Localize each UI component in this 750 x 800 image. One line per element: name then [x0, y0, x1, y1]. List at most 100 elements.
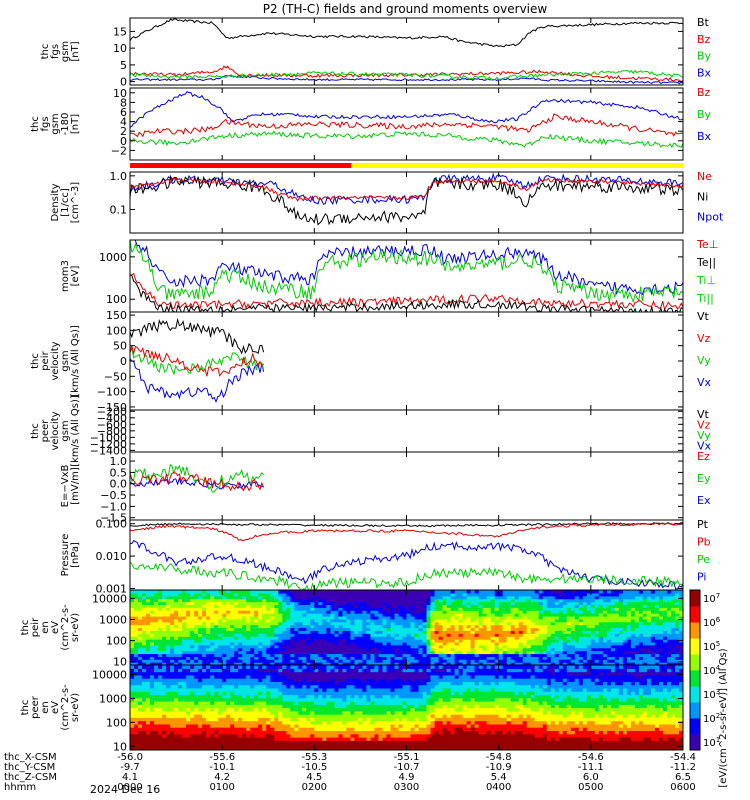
spectrogram-cell	[146, 681, 151, 686]
spectrogram-cell	[174, 746, 179, 750]
spectrogram-cell	[314, 616, 319, 620]
spectrogram-cell	[566, 656, 572, 660]
y-axis-label-line: [nPa]	[70, 542, 81, 568]
spectrogram-cell	[614, 595, 620, 600]
spectrogram-cell	[238, 607, 243, 611]
spectrogram-cell	[270, 687, 275, 692]
spectrogram-cell	[266, 668, 271, 673]
spectrogram-cell	[162, 595, 167, 600]
spectrogram-cell	[278, 598, 283, 603]
series-line-Ez	[130, 472, 265, 492]
spectrogram-cell	[254, 618, 259, 623]
spectrogram-cell	[514, 659, 520, 663]
spectrogram-cell	[570, 659, 576, 663]
spectrogram-cell	[174, 627, 179, 631]
spectrogram-cell	[186, 641, 191, 646]
spectrogram-cell	[298, 616, 303, 620]
spectrogram-cell	[578, 595, 584, 600]
spectrogram-cell	[334, 641, 339, 646]
spectrogram-cell	[238, 641, 243, 646]
spectrogram-cell	[222, 656, 227, 660]
spectrogram-cell	[350, 624, 355, 629]
spectrogram-cell	[510, 647, 516, 652]
spectrogram-cell	[146, 621, 151, 626]
spectrogram-cell	[414, 607, 420, 611]
spectrogram-cell	[378, 630, 383, 634]
spectrogram-cell	[198, 743, 203, 748]
spectrogram-cell	[142, 598, 147, 603]
spectrogram-cell	[386, 590, 392, 594]
spectrogram-cell	[506, 633, 512, 637]
spectrogram-cell	[342, 653, 347, 657]
spectrogram-cell	[558, 598, 564, 603]
spectrogram-cell	[178, 644, 183, 649]
spectrogram-cell	[182, 681, 187, 686]
spectrogram-cell	[478, 590, 484, 594]
spectrogram-cell	[242, 659, 247, 663]
spectrogram-cell	[594, 592, 600, 597]
spectrogram-cell	[514, 621, 520, 626]
spectrogram-cell	[210, 616, 215, 620]
spectrogram-cell	[170, 604, 175, 608]
spectrogram-cell	[162, 665, 167, 669]
spectrogram-cell	[542, 604, 548, 608]
spectrogram-cell	[562, 613, 568, 617]
spectrogram-cell	[310, 621, 315, 626]
spectrogram-cell	[174, 592, 179, 597]
spectrogram-cell	[502, 624, 508, 629]
spectrogram-cell	[490, 624, 496, 629]
spectrogram-cell	[354, 613, 359, 617]
spectrogram-cell	[226, 659, 231, 663]
spectrogram-cell	[610, 595, 616, 600]
spectrogram-cell	[566, 633, 572, 637]
spectrogram-cell	[350, 621, 355, 626]
spectrogram-cell	[190, 639, 195, 643]
spectrogram-cell	[250, 681, 255, 686]
spectrogram-cell	[659, 653, 664, 657]
spectrogram-cell	[538, 644, 544, 649]
spectrogram-cell	[634, 636, 640, 640]
spectrogram-cell	[586, 636, 592, 640]
spectrogram-cell	[474, 610, 480, 614]
spectrogram-cell	[594, 662, 600, 665]
spectrogram-cell	[266, 727, 271, 731]
spectrogram-cell	[142, 653, 147, 657]
spectrogram-cell	[679, 601, 683, 605]
spectrogram-cell	[482, 633, 488, 637]
spectrogram-cell	[426, 618, 432, 623]
spectrogram-cell	[282, 653, 287, 657]
spectrogram-cell	[278, 636, 283, 640]
spectrogram-cell	[410, 656, 416, 660]
spectrogram-cell	[198, 613, 203, 617]
spectrogram-cell	[598, 607, 604, 611]
spectrogram-cell	[418, 590, 424, 594]
spectrogram-cell	[667, 598, 672, 603]
spectrogram-cell	[342, 618, 347, 623]
spectrogram-cell	[494, 630, 500, 634]
spectrogram-cell	[446, 610, 452, 614]
spectrogram-cell	[246, 618, 251, 623]
spectrogram-cell	[210, 590, 215, 594]
spectrogram-cell	[190, 704, 195, 709]
spectrogram-cell	[374, 598, 379, 603]
spectrogram-cell	[182, 720, 187, 725]
spectrogram-cell	[358, 641, 363, 646]
spectrogram-cell	[154, 678, 159, 682]
spectrogram-cell	[574, 595, 580, 600]
spectrogram-cell	[250, 697, 255, 702]
spectrogram-cell	[534, 621, 540, 626]
spectrogram-cell	[338, 618, 343, 623]
spectrogram-cell	[222, 604, 227, 608]
spectrogram-cell	[510, 590, 516, 594]
spectrogram-cell	[466, 627, 472, 631]
spectrogram-cell	[250, 727, 255, 731]
spectrogram-cell	[630, 633, 636, 637]
spectrogram-cell	[258, 641, 263, 646]
spectrogram-cell	[282, 598, 287, 603]
spectrogram-cell	[214, 710, 219, 715]
spectrogram-cell	[162, 659, 167, 663]
spectrogram-cell	[154, 601, 159, 605]
spectrogram-cell	[314, 627, 319, 631]
spectrogram-cell	[206, 624, 211, 629]
